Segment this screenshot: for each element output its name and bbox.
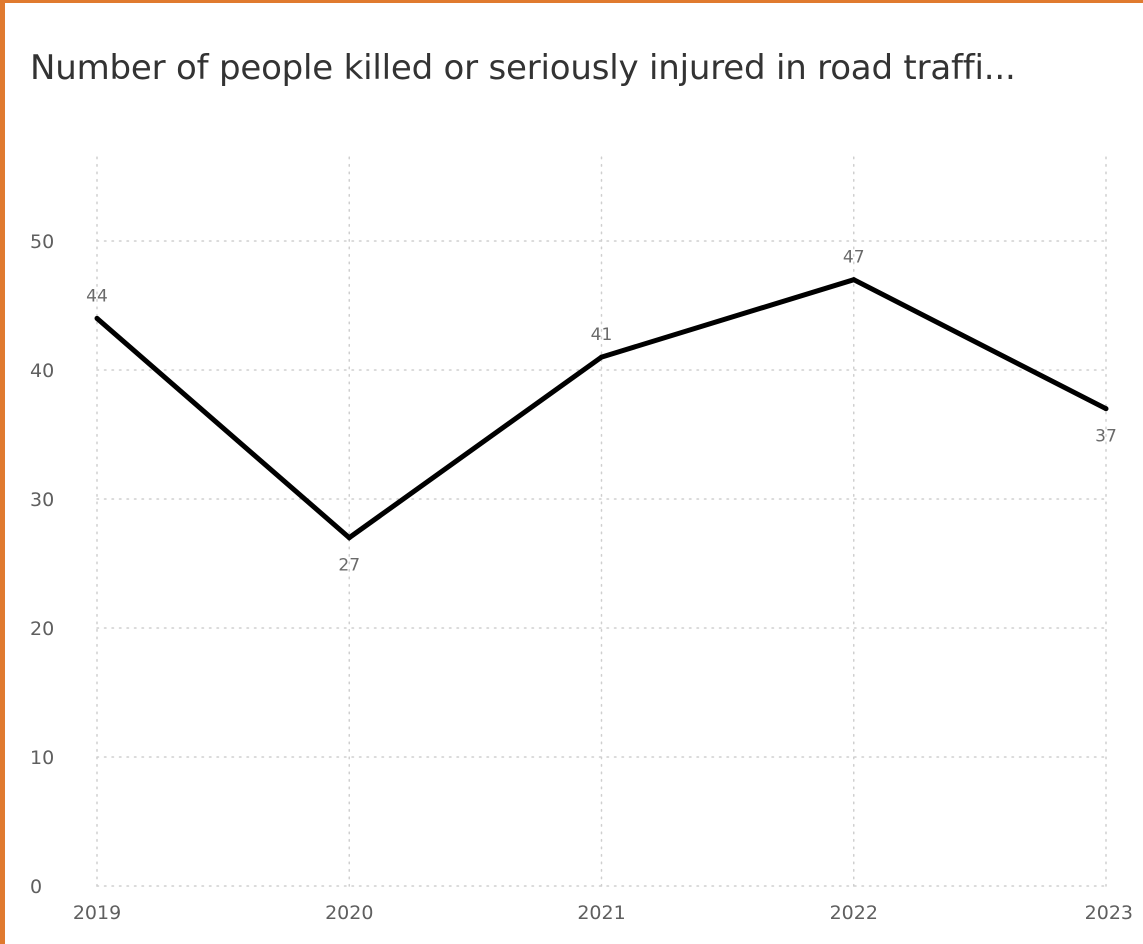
y-tick-label: 10 — [30, 747, 54, 769]
data-point — [1103, 406, 1109, 412]
y-tick-label: 50 — [30, 231, 54, 253]
data-label: 37 — [1095, 427, 1117, 447]
x-tick-label: 2020 — [325, 902, 373, 924]
x-tick-label: 2022 — [830, 902, 878, 924]
x-tick-label: 2019 — [73, 902, 121, 924]
data-point — [599, 354, 604, 360]
data-point — [851, 277, 857, 283]
series-layer — [94, 277, 1109, 541]
grid-lines — [96, 156, 1107, 887]
data-label: 27 — [338, 556, 360, 576]
axis-labels: 0 10 20 30 40 50 2019 2020 2021 2022 2023 — [30, 231, 1133, 924]
data-labels: 44 27 41 47 37 — [86, 248, 1117, 576]
data-point — [346, 535, 352, 541]
x-tick-label: 2023 — [1085, 902, 1133, 924]
data-point — [94, 315, 100, 321]
y-tick-label: 30 — [30, 489, 54, 511]
data-label: 44 — [86, 286, 108, 306]
chart-title: Number of people killed or seriously inj… — [30, 48, 1016, 88]
y-tick-label: 40 — [30, 360, 54, 382]
x-tick-label: 2021 — [577, 902, 625, 924]
y-tick-label: 0 — [30, 876, 42, 898]
y-tick-label: 20 — [30, 618, 54, 640]
data-label: 47 — [843, 248, 865, 268]
data-label: 41 — [591, 325, 613, 345]
